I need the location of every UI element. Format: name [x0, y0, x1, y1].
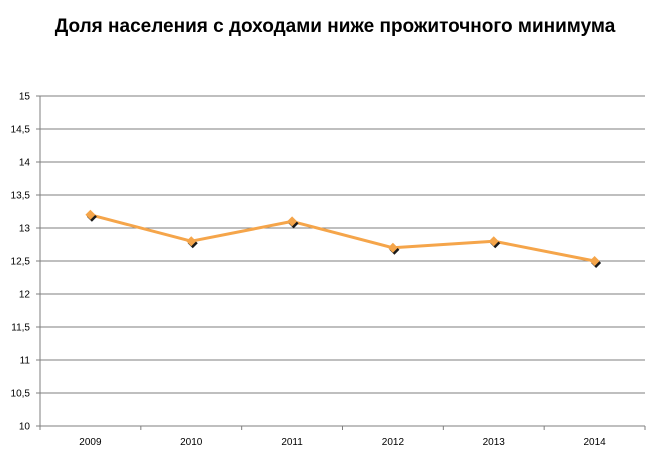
- y-tick-label: 12: [19, 290, 31, 301]
- x-tick-label: 2013: [483, 437, 506, 448]
- data-point: [186, 236, 198, 249]
- y-tick-label: 10: [19, 422, 31, 433]
- marker: [287, 216, 298, 227]
- marker: [488, 236, 499, 247]
- series: [85, 209, 602, 268]
- y-tick-label: 11: [20, 356, 31, 367]
- y-tick-label: 14: [19, 158, 31, 169]
- y-tick-label: 12,5: [11, 257, 31, 268]
- x-tick-label: 2011: [281, 437, 303, 448]
- data-point: [287, 216, 299, 229]
- y-tick-labels: 10 10,5 11 11,5 12 12,5 13 13,5 14 14,5 15: [11, 92, 31, 433]
- y-tick-label: 11,5: [11, 323, 30, 334]
- marker: [85, 209, 96, 220]
- marker: [589, 256, 600, 266]
- series-line: [90, 213, 595, 263]
- x-tick-label: 2012: [382, 437, 405, 448]
- gridlines: [40, 95, 645, 427]
- x-tick-labels: 2009 2010 2011 2012 2013 2014: [79, 437, 606, 448]
- y-tick-label: 13,5: [11, 191, 31, 202]
- chart-title: Доля населения с доходами ниже прожиточн…: [54, 16, 616, 37]
- marker: [387, 242, 398, 253]
- axes: [36, 95, 646, 430]
- y-tick-label: 13: [19, 224, 31, 235]
- data-point: [85, 209, 97, 222]
- x-tick-label: 2014: [583, 437, 606, 448]
- y-tick-label: 15: [19, 92, 31, 103]
- y-tick-label: 10,5: [11, 389, 31, 400]
- y-tick-label: 14,5: [11, 125, 31, 136]
- x-tick-label: 2009: [79, 437, 102, 448]
- x-tick-label: 2010: [180, 437, 203, 448]
- data-point: [387, 242, 400, 255]
- data-point: [589, 256, 602, 268]
- marker: [186, 236, 197, 247]
- data-point: [488, 236, 501, 249]
